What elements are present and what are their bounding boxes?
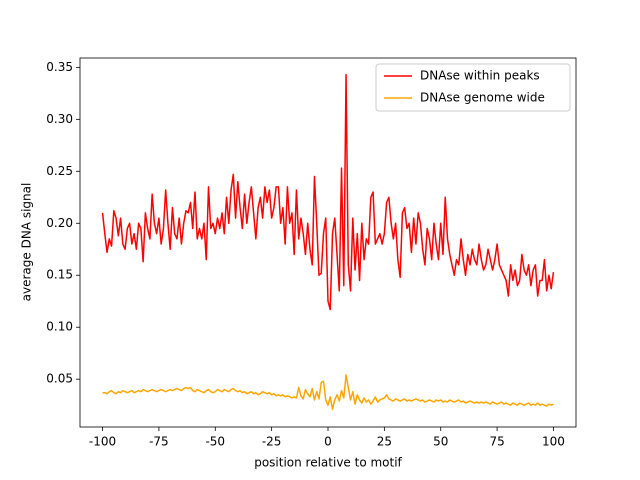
y-tick-label: 0.20 [46, 216, 73, 230]
legend-box [375, 63, 571, 112]
x-tick-label: 50 [433, 435, 448, 449]
x-tick-label: -100 [89, 435, 116, 449]
x-tick-label: -75 [149, 435, 169, 449]
x-tick-label: 0 [324, 435, 332, 449]
legend-label: DNAse genome wide [420, 91, 545, 105]
x-tick-label: 25 [377, 435, 392, 449]
y-tick-label: 0.05 [46, 372, 73, 386]
y-axis-label: average DNA signal [20, 183, 34, 302]
x-tick-label: -50 [205, 435, 225, 449]
x-tick-label: -25 [262, 435, 282, 449]
legend-label: DNAse within peaks [420, 69, 540, 83]
y-tick-label: 0.35 [46, 60, 73, 74]
x-axis-label: position relative to motif [254, 456, 402, 470]
y-tick-label: 0.10 [46, 320, 73, 334]
plot-frame [79, 57, 577, 428]
y-tick-label: 0.15 [46, 268, 73, 282]
y-tick-label: 0.25 [46, 164, 73, 178]
line-series [102, 374, 554, 411]
y-tick-label: 0.30 [46, 112, 73, 126]
x-tick-label: 75 [489, 435, 504, 449]
line-series [101, 73, 555, 311]
x-tick-label: 100 [542, 435, 565, 449]
